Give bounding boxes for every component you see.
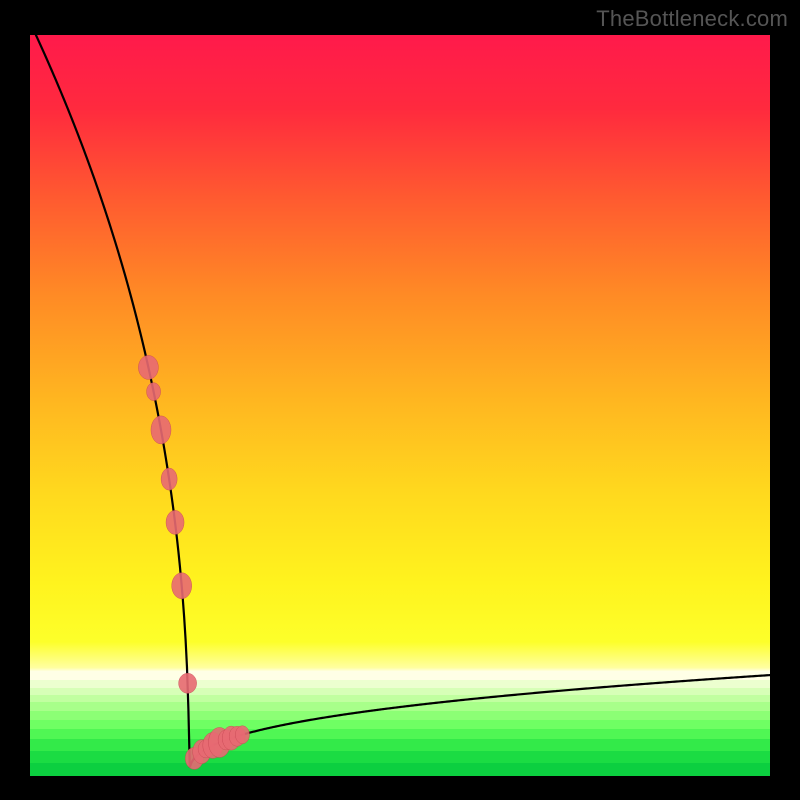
data-dot [172, 573, 192, 599]
curve-layer [30, 35, 770, 775]
data-dot [166, 510, 184, 534]
data-dot [151, 416, 171, 444]
plot-area [30, 35, 770, 775]
data-dot [235, 726, 249, 744]
data-dot [138, 355, 158, 379]
data-dot [147, 383, 161, 401]
data-dot [161, 468, 177, 490]
data-dot [179, 673, 197, 693]
stage: TheBottleneck.com [0, 0, 800, 800]
watermark-text: TheBottleneck.com [596, 6, 788, 32]
v-curve [36, 35, 770, 767]
